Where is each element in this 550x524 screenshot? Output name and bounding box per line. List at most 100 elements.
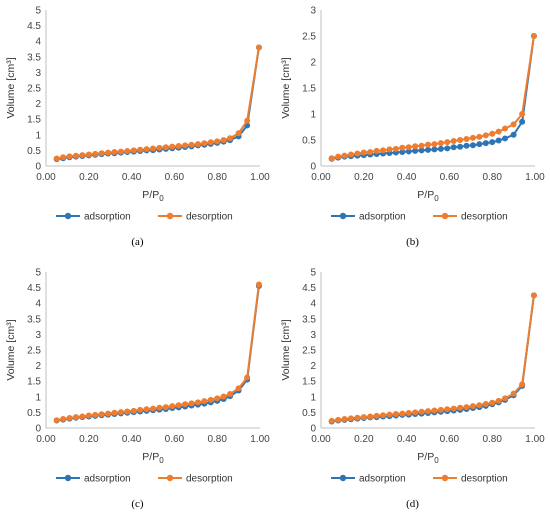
desorption-point (519, 111, 526, 117)
y-tick-label: 1 (310, 392, 316, 403)
desorption-point (489, 399, 496, 406)
x-axis-label: P/P0 (142, 451, 164, 465)
desorption-point (227, 390, 234, 397)
desorption-point (214, 138, 221, 145)
y-tick-label: 4 (35, 299, 41, 310)
y-tick-label: 4.5 (27, 283, 41, 294)
desorption-point (392, 410, 399, 417)
desorption-legend-marker (441, 212, 449, 220)
x-tick-label: 0.60 (440, 172, 460, 183)
desorption-point (519, 381, 526, 388)
x-tick-label: 0.00 (36, 434, 56, 445)
desorption-legend-marker (441, 474, 449, 482)
desorption-point (444, 139, 451, 146)
desorption-point (469, 134, 476, 141)
desorption-point (137, 406, 144, 413)
desorption-point (235, 130, 242, 137)
desorption-point (137, 146, 144, 153)
desorption-point (418, 142, 425, 149)
adsorption-point (463, 142, 470, 149)
desorption-point (143, 146, 150, 153)
adsorption-point (399, 148, 406, 155)
y-tick-label: 1 (310, 110, 316, 121)
desorption-point (85, 151, 92, 158)
desorption-point (347, 415, 354, 422)
y-tick-label: 3 (310, 6, 316, 17)
desorption-point (72, 414, 79, 421)
adsorption-point (412, 147, 419, 154)
x-tick-label: 0.20 (354, 434, 374, 445)
y-tick-label: 2.5 (302, 346, 316, 357)
adsorption-point (437, 145, 444, 152)
adsorption-legend-marker (64, 474, 72, 482)
desorption-point (182, 142, 189, 149)
desorption-point (244, 374, 251, 381)
x-tick-label: 0.00 (36, 172, 56, 183)
desorption-point (214, 395, 221, 402)
adsorption-legend-marker (339, 474, 347, 482)
desorption-point (98, 411, 105, 418)
panel-caption-d: (d) (406, 498, 419, 510)
desorption-point (98, 150, 105, 157)
desorption-point (220, 393, 227, 400)
desorption-point (227, 135, 234, 142)
desorption-point (457, 404, 464, 411)
adsorption-point (510, 131, 517, 138)
y-tick-label: 3.5 (27, 52, 41, 63)
desorption-point (463, 404, 470, 411)
y-tick-label: 5 (310, 268, 316, 279)
desorption-point (341, 415, 348, 422)
adsorption-point (502, 135, 509, 142)
y-tick-label: 0 (310, 424, 316, 435)
adsorption-point (450, 144, 457, 151)
y-tick-label: 3.5 (302, 314, 316, 325)
adsorption-legend-marker (64, 212, 72, 220)
y-tick-label: 3.5 (27, 314, 41, 325)
isotherm-chart-d: 0 0.5 1 1.5 2 2.5 3 3.5 4 4.5 5 0.00 0.20 0.40 0.60 0.8… (280, 268, 545, 485)
y-axis-label: Volume [cm³] (280, 57, 292, 118)
adsorption-point (444, 145, 451, 152)
desorption-legend-marker (166, 212, 174, 220)
desorption-point (489, 130, 496, 137)
desorption-point (130, 147, 137, 154)
desorption-point (66, 415, 73, 422)
desorption-point (418, 408, 425, 415)
desorption-point (60, 415, 67, 422)
y-tick-label: 2 (35, 361, 41, 372)
desorption-point (60, 154, 67, 161)
desorption-point (194, 399, 201, 406)
y-tick-label: 5 (35, 6, 41, 17)
y-tick-label: 2 (310, 58, 316, 69)
desorption-point (431, 407, 438, 414)
y-tick-label: 0.5 (27, 146, 41, 157)
desorption-point (201, 140, 208, 147)
desorption-point (150, 145, 156, 152)
desorption-point (502, 125, 509, 132)
desorption-point (405, 410, 412, 417)
desorption-point (469, 403, 476, 410)
y-tick-label: 3 (35, 330, 41, 341)
desorption-point (341, 152, 348, 159)
desorption-point (476, 402, 483, 409)
desorption-point (53, 155, 60, 162)
x-tick-label: 1.00 (250, 434, 270, 445)
y-tick-label: 0 (310, 162, 316, 173)
chart-panel-a: 0 0.5 1 1.5 2 2.5 3 3.5 4 4.5 5 0.00 0.20 0.40 0.60 0.8… (0, 0, 275, 262)
x-tick-label: 0.40 (122, 434, 142, 445)
desorption-line (56, 284, 260, 422)
y-axis-label: Volume [cm³] (5, 319, 17, 380)
chart-panel-b: 0 0.5 1 1.5 2 2.5 3 0.00 0.20 0.40 0.60 0.80 1.00 Vol… (275, 0, 550, 262)
desorption-point (235, 385, 242, 392)
desorption-point (405, 144, 412, 151)
x-tick-label: 0.20 (354, 172, 374, 183)
desorption-point (367, 148, 374, 155)
adsorption-legend-label: adsorption (359, 474, 406, 485)
desorption-point (495, 128, 502, 135)
desorption-point (530, 292, 537, 299)
desorption-point (335, 153, 342, 160)
desorption-point (150, 405, 156, 412)
adsorption-point (495, 137, 502, 144)
x-tick-label: 0.40 (397, 434, 417, 445)
x-tick-label: 0.80 (207, 172, 227, 183)
y-tick-label: 2.5 (27, 346, 41, 357)
